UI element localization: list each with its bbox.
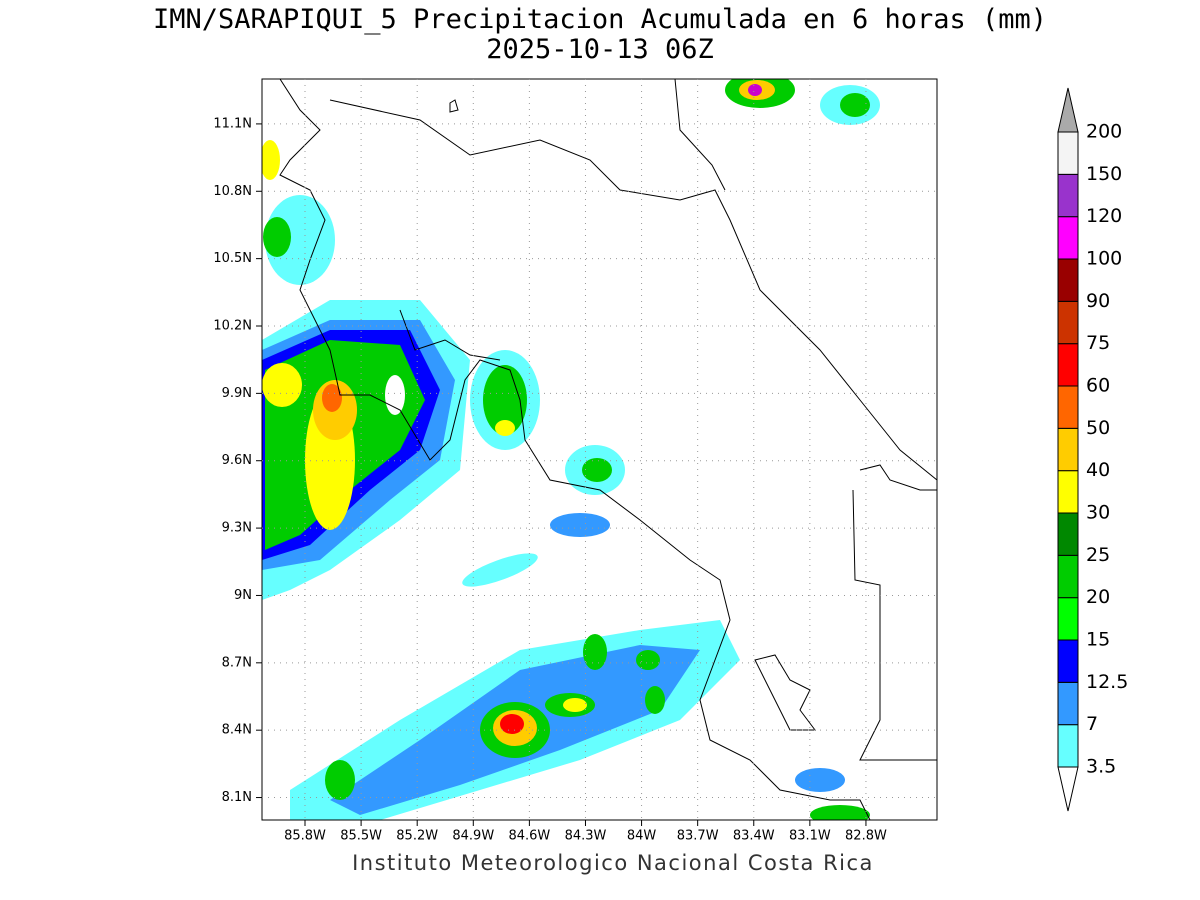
x-tick-label: 82.8W: [845, 829, 887, 844]
precip-area: [810, 805, 870, 820]
x-tick-label: 84.3W: [565, 829, 607, 844]
y-tick-label: 11.1N: [213, 116, 252, 131]
colorbar-box: [1057, 512, 1079, 556]
x-tick-label: 83.7W: [677, 829, 719, 844]
colorbar-box: [1057, 554, 1079, 599]
colorbar-label: 3.5: [1086, 756, 1116, 778]
border: [399, 309, 501, 361]
river: [674, 79, 726, 191]
precip-area: [483, 365, 527, 435]
precip-area: [582, 458, 612, 482]
y-tick-label: 9.6N: [222, 453, 252, 468]
colorbar-box: [1057, 639, 1079, 683]
precip-area: [583, 634, 607, 670]
precip-area: [262, 363, 302, 407]
map-frame: [261, 78, 938, 821]
coastline: [329, 99, 937, 481]
colorbar-box: [1057, 427, 1079, 472]
precip-area: [563, 698, 587, 712]
precip-area: [550, 513, 610, 537]
colorbar-box: [1057, 343, 1079, 387]
precip-area: [495, 420, 515, 436]
precip-area: [265, 195, 335, 285]
colorbar-label: 200: [1086, 121, 1122, 143]
colorbar-box: [1057, 300, 1079, 345]
y-tick-label: 10.8N: [213, 184, 252, 199]
precip-area: [645, 686, 665, 714]
precip-area: [840, 93, 870, 117]
x-tick-label: 85.2W: [396, 829, 438, 844]
colorbar-label: 25: [1086, 544, 1110, 566]
y-tick-label: 10.5N: [213, 251, 252, 266]
precip-area: [262, 140, 280, 180]
colorbar-label: 60: [1086, 375, 1110, 397]
colorbar-label: 90: [1086, 290, 1110, 312]
y-tick-label: 9.3N: [222, 521, 252, 536]
colorbar-label: 20: [1086, 586, 1110, 608]
footer: Instituto Meteorologico Nacional Costa R…: [352, 851, 874, 875]
x-tick-label: 84.6W: [508, 829, 550, 844]
coastline: [279, 79, 871, 820]
title: IMN/SARAPIQUI_5 Precipitacion Acumulada …: [153, 4, 1047, 35]
colorbar-box: [1057, 258, 1079, 302]
colorbar-box: [1057, 385, 1079, 429]
precip-area: [325, 760, 355, 800]
colorbar-box: [1057, 131, 1079, 175]
colorbar-label: 100: [1086, 248, 1122, 270]
subtitle: 2025-10-13 06Z: [486, 34, 714, 65]
precip-area: [636, 650, 660, 670]
x-tick-label: 83.4W: [733, 829, 775, 844]
coastline: [859, 464, 937, 491]
precip-area: [795, 768, 845, 792]
y-tick-label: 9.9N: [222, 386, 252, 401]
coastline: [754, 654, 816, 731]
colorbar-label: 30: [1086, 502, 1110, 524]
colorbar-label: 150: [1086, 163, 1122, 185]
y-tick-label: 8.4N: [222, 723, 252, 738]
colorbar-over: [1057, 87, 1079, 133]
colorbar-box: [1057, 681, 1079, 726]
x-tick-label: 83.1W: [789, 829, 831, 844]
colorbar-box: [1057, 724, 1079, 768]
y-tick-label: 8.7N: [222, 655, 252, 670]
precip-area: [385, 375, 405, 415]
y-tick-label: 8.1N: [222, 790, 252, 805]
precip-area: [263, 217, 291, 257]
precip-area: [322, 384, 342, 412]
coastlines: [279, 79, 937, 820]
precip-area: [500, 714, 524, 734]
x-tick-label: 84W: [627, 829, 657, 844]
colorbar-label: 7: [1086, 713, 1098, 735]
colorbar-label: 120: [1086, 205, 1122, 227]
precip-area: [462, 553, 538, 587]
colorbar-box: [1057, 597, 1079, 641]
y-tick-label: 10.2N: [213, 319, 252, 334]
colorbar-label: 15: [1086, 629, 1110, 651]
precip-field: [262, 79, 880, 820]
x-tick-label: 85.5W: [340, 829, 382, 844]
colorbar-label: 12.5: [1086, 671, 1128, 693]
precip-area: [748, 84, 762, 96]
colorbar-label: 40: [1086, 459, 1110, 481]
colorbar-label: 75: [1086, 332, 1110, 354]
island: [449, 99, 459, 113]
colorbar-box: [1057, 216, 1079, 260]
colorbar-under: [1057, 766, 1079, 812]
x-tick-label: 84.9W: [452, 829, 494, 844]
colorbar-box: [1057, 470, 1079, 514]
colorbar-box: [1057, 173, 1079, 218]
colorbar-label: 50: [1086, 417, 1110, 439]
y-tick-label: 9N: [234, 588, 252, 603]
border: [852, 489, 937, 761]
x-tick-label: 85.8W: [284, 829, 326, 844]
